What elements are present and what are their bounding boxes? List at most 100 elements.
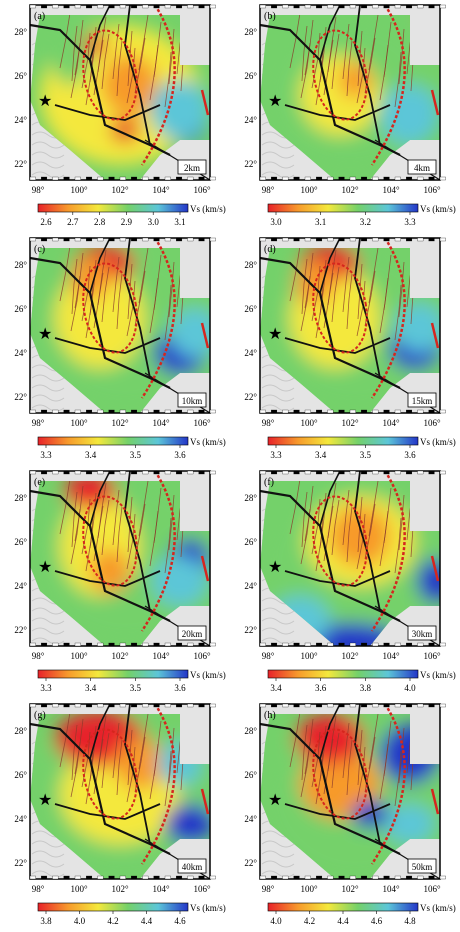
trench-segment [430, 322, 440, 349]
block-boundary [89, 470, 111, 527]
block-boundary [354, 237, 381, 379]
colorbar [267, 436, 419, 446]
fault-trace [331, 732, 340, 789]
lon-tick-label: 98° [32, 884, 45, 894]
lon-tick-label: 104° [382, 185, 400, 195]
depth-label-box [407, 858, 437, 874]
fault-trace [331, 266, 340, 323]
fault-trace [85, 282, 94, 339]
depth-label-box [407, 625, 437, 641]
fault-trace [112, 489, 120, 546]
fault-trace [301, 258, 308, 315]
fault-trace [168, 727, 175, 784]
panel-letter: (g) [34, 710, 46, 721]
fault-trace [112, 722, 120, 779]
fault-trace [85, 748, 94, 805]
lon-tick-label: 98° [32, 185, 45, 195]
depth-label: 30km [412, 629, 433, 639]
lon-tick-label: 98° [32, 418, 45, 428]
lon-tick-label: 102° [341, 651, 359, 661]
lon-tick-label: 102° [341, 884, 359, 894]
star-icon: ★ [38, 93, 52, 110]
colorbar-tick-label: 3.4 [270, 683, 282, 693]
fault-trace [342, 23, 350, 80]
fault-trace [346, 273, 353, 330]
colorbar-tick-label: 3.3 [404, 217, 416, 227]
colorbar-unit: Vs (km/s) [190, 670, 226, 680]
fault-trace [300, 42, 311, 99]
colorbar-tick-label: 4.8 [404, 916, 416, 926]
fault-trace [71, 25, 78, 82]
outer-zone-arc [370, 4, 406, 166]
colorbar-unit: Vs (km/s) [190, 437, 226, 447]
colorbar [267, 902, 419, 912]
outer-zone-arc [370, 237, 406, 399]
fault-trace [112, 23, 120, 80]
fault-trace [301, 491, 308, 548]
map-panel-b: ★ (b) 4km 28° 26° 24° 22° 98° 100° 102° 104° 106° 3.… [244, 4, 456, 227]
trench-segment [430, 89, 440, 116]
fault-trace [85, 515, 94, 572]
panel-letter: (b) [264, 11, 276, 22]
colorbar-tick-label: 3.3 [40, 450, 52, 460]
star-icon: ★ [38, 326, 52, 343]
colorbar-tick-label: 3.1 [315, 217, 326, 227]
fault-trace [59, 248, 71, 302]
fault-trace [301, 724, 308, 781]
colorbar-tick-label: 3.4 [85, 450, 97, 460]
star-icon: ★ [268, 93, 282, 110]
lon-tick-label: 106° [193, 185, 211, 195]
fault-trace [289, 714, 301, 768]
fault-trace [357, 729, 363, 786]
fault-trace [379, 510, 389, 567]
fault-trace [71, 724, 78, 781]
velocity-field [260, 15, 440, 180]
map-panel-g: ★ (g) 40km 28° 26° 24° 22° 98° 100° 102° 104° 106° 3… [14, 703, 226, 926]
lat-tick-label: 22° [14, 625, 27, 635]
lon-tick-label: 100° [300, 884, 318, 894]
colorbar [267, 203, 419, 213]
inner-zone-outline [312, 495, 368, 587]
lon-tick-label: 106° [193, 884, 211, 894]
lat-tick-label: 22° [244, 392, 257, 402]
lat-tick-label: 24° [244, 115, 257, 125]
lon-tick-label: 102° [111, 651, 129, 661]
lon-tick-label: 98° [262, 651, 275, 661]
lon-tick-label: 102° [341, 418, 359, 428]
fault-trace [342, 489, 350, 546]
lon-tick-label: 100° [300, 651, 318, 661]
depth-label-box [177, 625, 207, 641]
lat-tick-label: 24° [14, 348, 27, 358]
lat-tick-label: 28° [244, 493, 257, 503]
fault-trace [85, 49, 94, 106]
fault-trace [116, 273, 123, 330]
fault-trace [70, 275, 81, 332]
colorbar-tick-label: 2.9 [121, 217, 133, 227]
fault-trace [71, 491, 78, 548]
colorbar-tick-label: 2.8 [94, 217, 106, 227]
fault-trace [368, 15, 379, 71]
inner-zone-outline [82, 29, 138, 121]
colorbar [37, 669, 189, 679]
fault-trace [315, 748, 324, 805]
lat-tick-label: 22° [14, 858, 27, 868]
fault-trace [116, 40, 123, 97]
inner-zone-outline [82, 728, 138, 820]
colorbar-tick-label: 3.2 [360, 217, 371, 227]
trench-segment [200, 89, 210, 116]
lon-tick-label: 102° [111, 185, 129, 195]
fault-trace [101, 266, 110, 323]
fault-trace [379, 743, 389, 800]
fault-trace [138, 714, 149, 770]
outer-zone-arc [370, 470, 406, 632]
colorbar [267, 669, 419, 679]
lon-tick-label: 106° [423, 418, 441, 428]
depth-label: 4km [414, 163, 430, 173]
block-boundary [319, 4, 341, 61]
depth-label-box [177, 159, 207, 175]
fault-trace [112, 256, 120, 313]
fault-trace [138, 481, 149, 537]
lon-tick-label: 104° [152, 884, 170, 894]
panel-letter: (a) [34, 11, 45, 22]
fault-trace [138, 248, 149, 304]
